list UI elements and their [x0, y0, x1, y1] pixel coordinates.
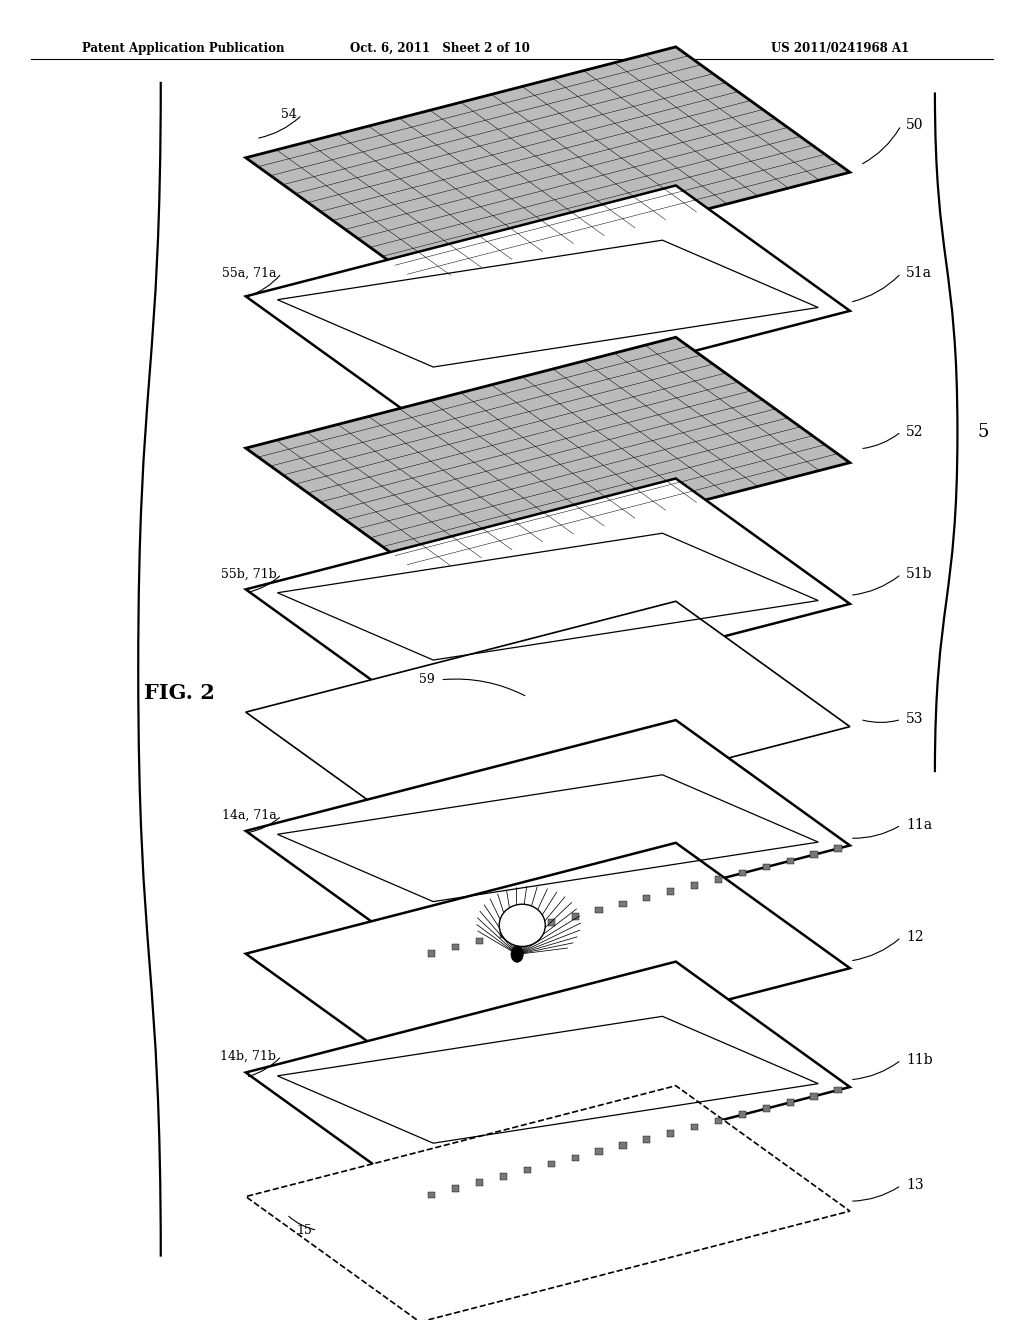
Text: 51a: 51a: [906, 267, 932, 280]
Bar: [500, 932, 507, 939]
Polygon shape: [246, 843, 850, 1080]
Bar: [571, 913, 579, 920]
Bar: [715, 1118, 722, 1125]
Polygon shape: [246, 1085, 850, 1320]
Bar: [596, 1148, 602, 1155]
Text: Patent Application Publication: Patent Application Publication: [82, 42, 285, 55]
Bar: [739, 870, 745, 876]
Bar: [763, 1105, 770, 1111]
Bar: [548, 1160, 555, 1167]
Bar: [453, 1185, 460, 1192]
Polygon shape: [246, 961, 850, 1199]
Text: 11b: 11b: [906, 1053, 933, 1067]
Bar: [428, 1192, 435, 1199]
Text: 14b, 71b: 14b, 71b: [220, 1049, 276, 1063]
Bar: [786, 858, 794, 865]
Text: 50: 50: [906, 119, 924, 132]
Bar: [811, 1093, 817, 1100]
Text: 5: 5: [978, 424, 989, 441]
Text: 14a, 71a: 14a, 71a: [222, 809, 276, 822]
Bar: [643, 895, 650, 902]
Text: FIG. 2: FIG. 2: [143, 682, 215, 704]
Bar: [691, 882, 698, 888]
Bar: [596, 907, 602, 913]
Bar: [811, 851, 817, 858]
Bar: [835, 1086, 842, 1093]
Text: 13: 13: [906, 1179, 924, 1192]
Text: Oct. 6, 2011   Sheet 2 of 10: Oct. 6, 2011 Sheet 2 of 10: [350, 42, 530, 55]
Text: 11a: 11a: [906, 818, 933, 832]
Text: 55a, 71a: 55a, 71a: [222, 267, 276, 280]
Bar: [571, 1155, 579, 1162]
Bar: [620, 900, 627, 907]
Bar: [643, 1137, 650, 1143]
Bar: [548, 919, 555, 925]
Bar: [763, 863, 770, 870]
Bar: [620, 1142, 627, 1148]
Bar: [668, 888, 675, 895]
Bar: [691, 1123, 698, 1130]
Bar: [715, 876, 722, 883]
Polygon shape: [246, 478, 850, 714]
Text: US 2011/0241968 A1: US 2011/0241968 A1: [771, 42, 908, 55]
Text: 55b, 71b: 55b, 71b: [221, 568, 276, 581]
Text: 54: 54: [281, 108, 297, 121]
Text: 51b: 51b: [906, 568, 933, 581]
Bar: [524, 925, 531, 932]
Bar: [835, 845, 842, 851]
Polygon shape: [246, 46, 850, 284]
Text: 59: 59: [420, 673, 435, 686]
Bar: [453, 944, 460, 950]
Ellipse shape: [500, 904, 545, 946]
Polygon shape: [246, 186, 850, 422]
Polygon shape: [246, 721, 850, 956]
Bar: [476, 1179, 483, 1185]
Bar: [428, 950, 435, 957]
Text: 15: 15: [296, 1224, 312, 1237]
Bar: [476, 937, 483, 944]
Circle shape: [511, 946, 523, 962]
Polygon shape: [246, 337, 850, 573]
Bar: [739, 1111, 745, 1118]
Text: 12: 12: [906, 931, 924, 944]
Bar: [500, 1173, 507, 1180]
Polygon shape: [246, 601, 850, 837]
Bar: [524, 1167, 531, 1173]
Text: 52: 52: [906, 425, 924, 438]
Text: 53: 53: [906, 713, 924, 726]
Bar: [668, 1130, 675, 1137]
Bar: [786, 1100, 794, 1106]
